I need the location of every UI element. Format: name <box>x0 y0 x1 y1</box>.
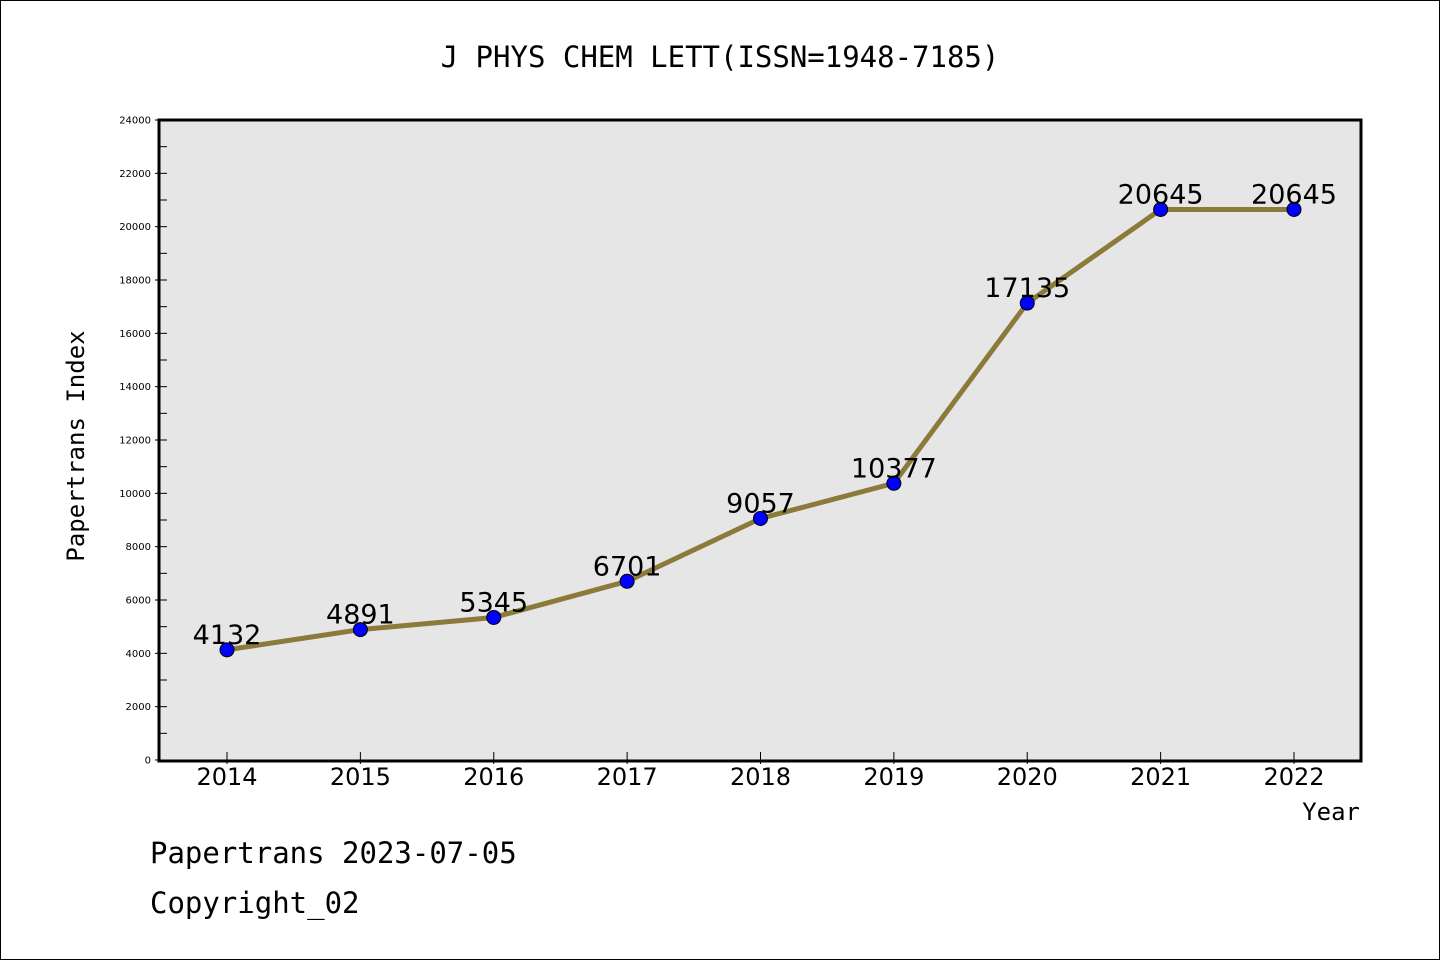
data-label: 6701 <box>593 551 662 582</box>
x-axis-label: Year <box>1302 798 1360 826</box>
x-tick-label: 2021 <box>1130 763 1191 791</box>
x-tick-label: 2019 <box>863 763 924 791</box>
data-point <box>753 510 768 526</box>
data-point <box>886 475 902 491</box>
plot-area <box>157 118 1363 763</box>
y-tick-label: 14000 <box>119 382 151 393</box>
y-tick-label: 24000 <box>119 116 151 127</box>
y-tick-label: 12000 <box>119 436 151 447</box>
data-markers <box>219 201 1302 658</box>
y-tick-label: 22000 <box>119 169 151 180</box>
x-tick-label: 2020 <box>997 763 1058 791</box>
x-tick-label: 2015 <box>330 763 391 791</box>
y-tick-label: 8000 <box>126 542 151 553</box>
y-tick-label: 6000 <box>126 596 151 607</box>
data-label: 20645 <box>1118 179 1204 210</box>
x-axis: 2014 2015 2016 2017 2018 2019 2020 2021 2022 <box>196 752 1325 791</box>
data-label: 17135 <box>984 273 1070 304</box>
x-tick-label: 2014 <box>196 763 257 791</box>
y-tick-label: 2000 <box>126 702 151 713</box>
y-tick-label: 10000 <box>119 489 151 500</box>
y-axis: 0 2000 4000 6000 8000 10000 12000 14000 16000 180… <box>119 116 167 767</box>
x-tick-label: 2022 <box>1263 763 1324 791</box>
data-point <box>486 609 502 625</box>
footer-copyright: Copyright_02 <box>150 886 360 920</box>
data-point <box>1153 201 1169 217</box>
data-labels: 4132 4891 5345 6701 9057 10377 17135 20645 20645 <box>193 179 1337 650</box>
data-label: 4132 <box>193 620 262 651</box>
data-point <box>1019 295 1035 311</box>
footer-date: Papertrans 2023-07-05 <box>150 836 517 870</box>
data-point <box>219 642 235 658</box>
y-axis-label: Papertrans Index <box>62 330 90 561</box>
y-tick-label: 4000 <box>126 649 151 660</box>
x-tick-label: 2017 <box>597 763 658 791</box>
y-tick-label: 18000 <box>119 276 151 287</box>
y-tick-label: 16000 <box>119 329 151 340</box>
x-tick-label: 2016 <box>463 763 524 791</box>
data-point <box>619 573 635 589</box>
y-tick-label: 0 <box>145 756 151 767</box>
data-point <box>352 622 368 638</box>
x-tick-label: 2018 <box>730 763 791 791</box>
y-tick-label: 20000 <box>119 222 151 233</box>
data-label: 20645 <box>1251 179 1337 210</box>
data-label: 4891 <box>326 600 395 631</box>
chart-title: J PHYS CHEM LETT(ISSN=1948-7185) <box>441 40 1000 74</box>
data-label: 10377 <box>851 453 937 484</box>
data-label: 9057 <box>726 488 795 519</box>
data-label: 5345 <box>459 587 528 618</box>
data-point <box>1286 201 1302 217</box>
